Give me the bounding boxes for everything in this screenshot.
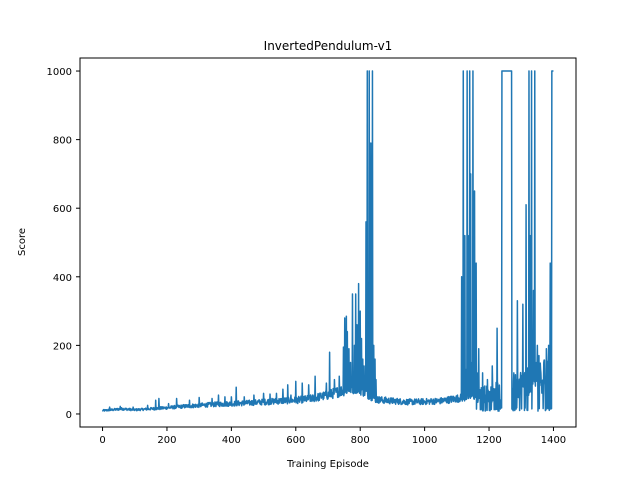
x-tick-label: 0 xyxy=(99,435,105,446)
y-axis: 0 200 400 600 800 1000 xyxy=(47,67,80,421)
x-tick-label: 1200 xyxy=(476,435,501,446)
chart-title: InvertedPendulum-v1 xyxy=(264,39,393,53)
y-tick-label: 600 xyxy=(53,204,72,215)
x-axis-label: Training Episode xyxy=(286,459,369,470)
x-tick-label: 1400 xyxy=(541,435,566,446)
y-tick-label: 400 xyxy=(53,273,72,284)
x-tick-label: 400 xyxy=(222,435,241,446)
y-tick-label: 200 xyxy=(53,341,72,352)
y-tick-label: 0 xyxy=(66,410,72,421)
x-tick-label: 800 xyxy=(351,435,370,446)
x-tick-label: 600 xyxy=(286,435,305,446)
y-tick-label: 1000 xyxy=(47,67,72,78)
y-axis-label: Score xyxy=(17,228,28,256)
series-line xyxy=(101,70,554,412)
x-axis: 0 200 400 600 800 1000 1200 1400 xyxy=(99,427,566,446)
plot-frame xyxy=(79,57,577,428)
x-tick-label: 200 xyxy=(157,435,176,446)
plot-area xyxy=(101,70,554,412)
y-tick-label: 800 xyxy=(53,136,72,147)
x-tick-label: 1000 xyxy=(412,435,437,446)
